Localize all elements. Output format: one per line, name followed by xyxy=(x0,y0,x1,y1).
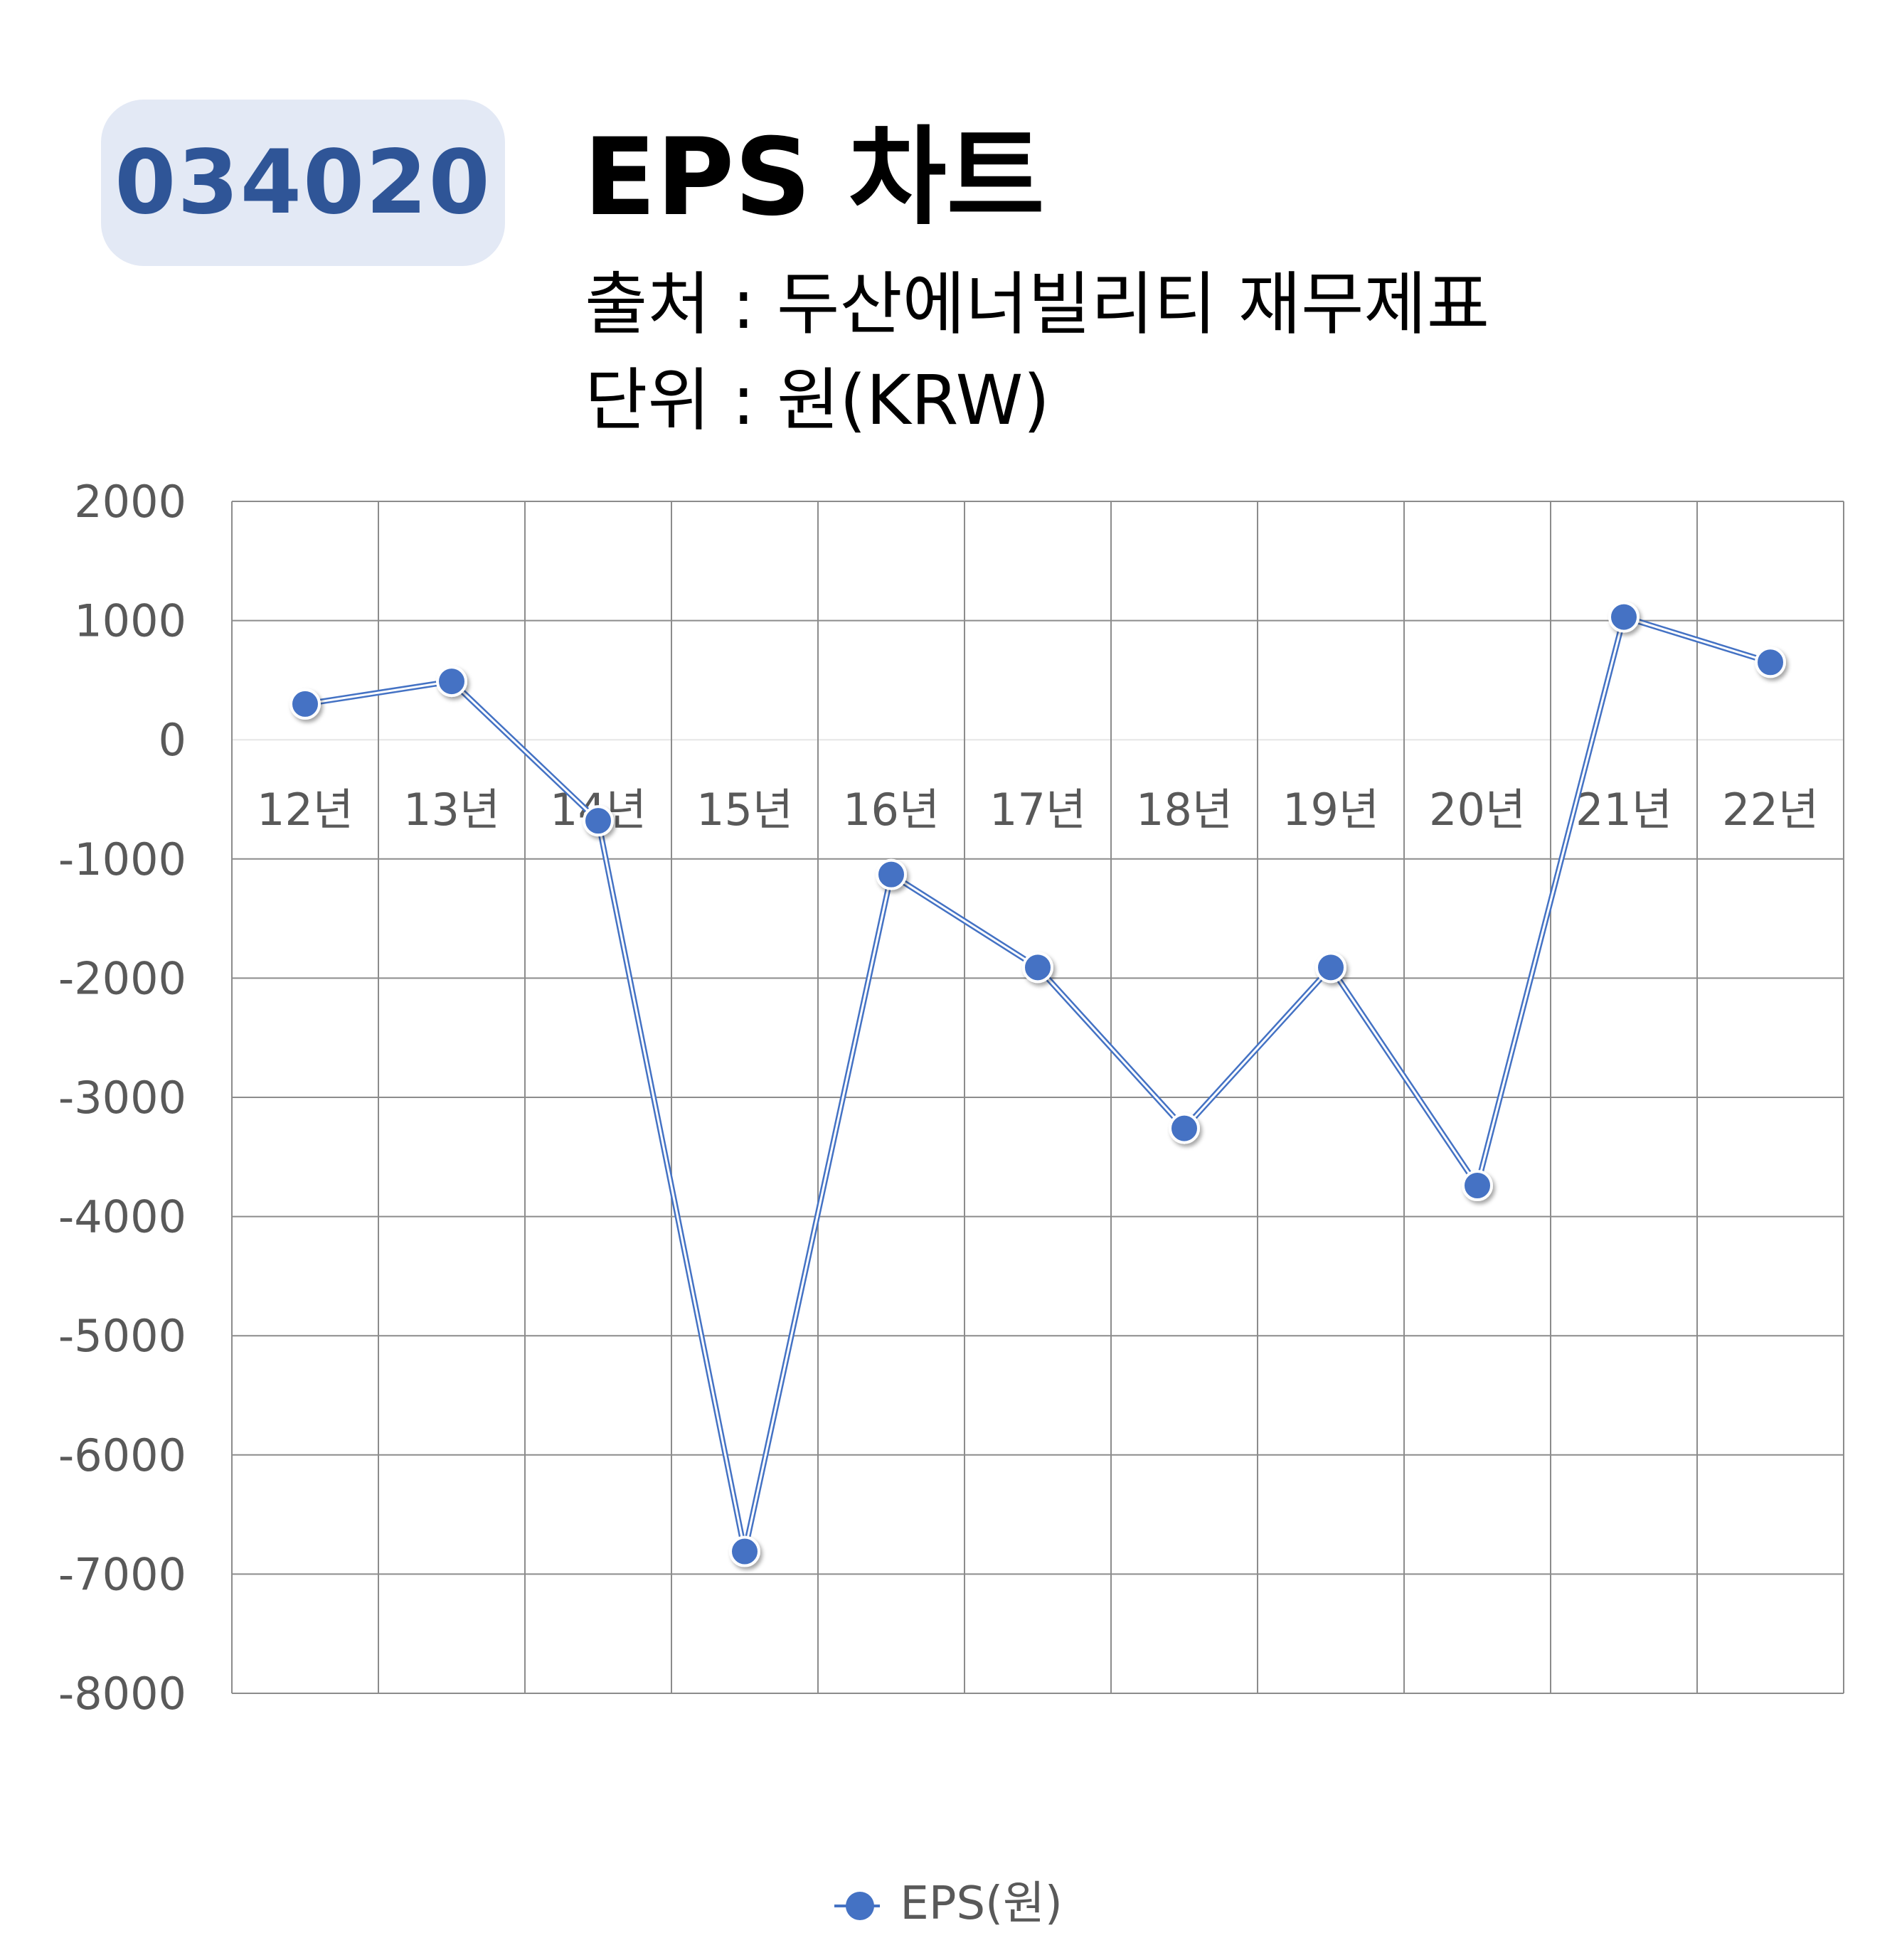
x-tick-label: 13년 xyxy=(403,784,500,836)
stock-code-badge: 034020 xyxy=(101,100,505,266)
data-point xyxy=(1755,646,1786,678)
y-tick-label: 2000 xyxy=(74,476,186,528)
data-point xyxy=(1315,952,1346,984)
data-point xyxy=(876,858,907,890)
legend-marker-icon xyxy=(834,1892,881,1921)
eps-line-chart: 2000 1000 0 -1000 -2000 -3000 -4000 -5000 -6000 -… xyxy=(58,476,1844,1720)
data-point xyxy=(1608,601,1640,633)
x-tick-label: 21년 xyxy=(1575,784,1672,836)
data-point xyxy=(729,1535,760,1567)
x-tick-label: 17년 xyxy=(989,784,1086,836)
stock-code: 034020 xyxy=(115,132,491,234)
y-tick-label: -5000 xyxy=(58,1310,186,1362)
chart-unit: 단위 : 원(KRW) xyxy=(585,361,1050,440)
y-tick-label: -4000 xyxy=(58,1191,186,1243)
x-tick-label: 15년 xyxy=(696,784,793,836)
legend: EPS(원) xyxy=(0,1867,1897,1932)
y-tick-label: 1000 xyxy=(74,595,186,647)
data-point xyxy=(583,805,614,837)
data-point xyxy=(1022,952,1053,984)
data-point xyxy=(289,688,321,720)
x-tick-label: 12년 xyxy=(257,784,354,836)
y-tick-label: -3000 xyxy=(58,1072,186,1124)
y-tick-label: -6000 xyxy=(58,1429,186,1481)
y-tick-label: -7000 xyxy=(58,1548,186,1600)
y-tick-label: -1000 xyxy=(58,833,186,885)
x-tick-label: 19년 xyxy=(1282,784,1379,836)
x-tick-label: 16년 xyxy=(843,784,940,836)
y-tick-label: 0 xyxy=(159,714,186,766)
chart-source: 출처 : 두산에너빌리티 재무제표 xyxy=(585,265,1490,344)
chart-title: EPS 차트 xyxy=(583,116,1045,240)
data-point xyxy=(436,666,467,698)
x-tick-label: 20년 xyxy=(1429,784,1526,836)
legend-label: EPS(원) xyxy=(900,1878,1063,1930)
y-tick-label: -2000 xyxy=(58,952,186,1004)
y-tick-label: -8000 xyxy=(58,1668,186,1720)
data-point xyxy=(1462,1170,1493,1202)
x-tick-label: 22년 xyxy=(1722,784,1819,836)
x-tick-label: 18년 xyxy=(1136,784,1233,836)
data-point xyxy=(1169,1112,1200,1144)
